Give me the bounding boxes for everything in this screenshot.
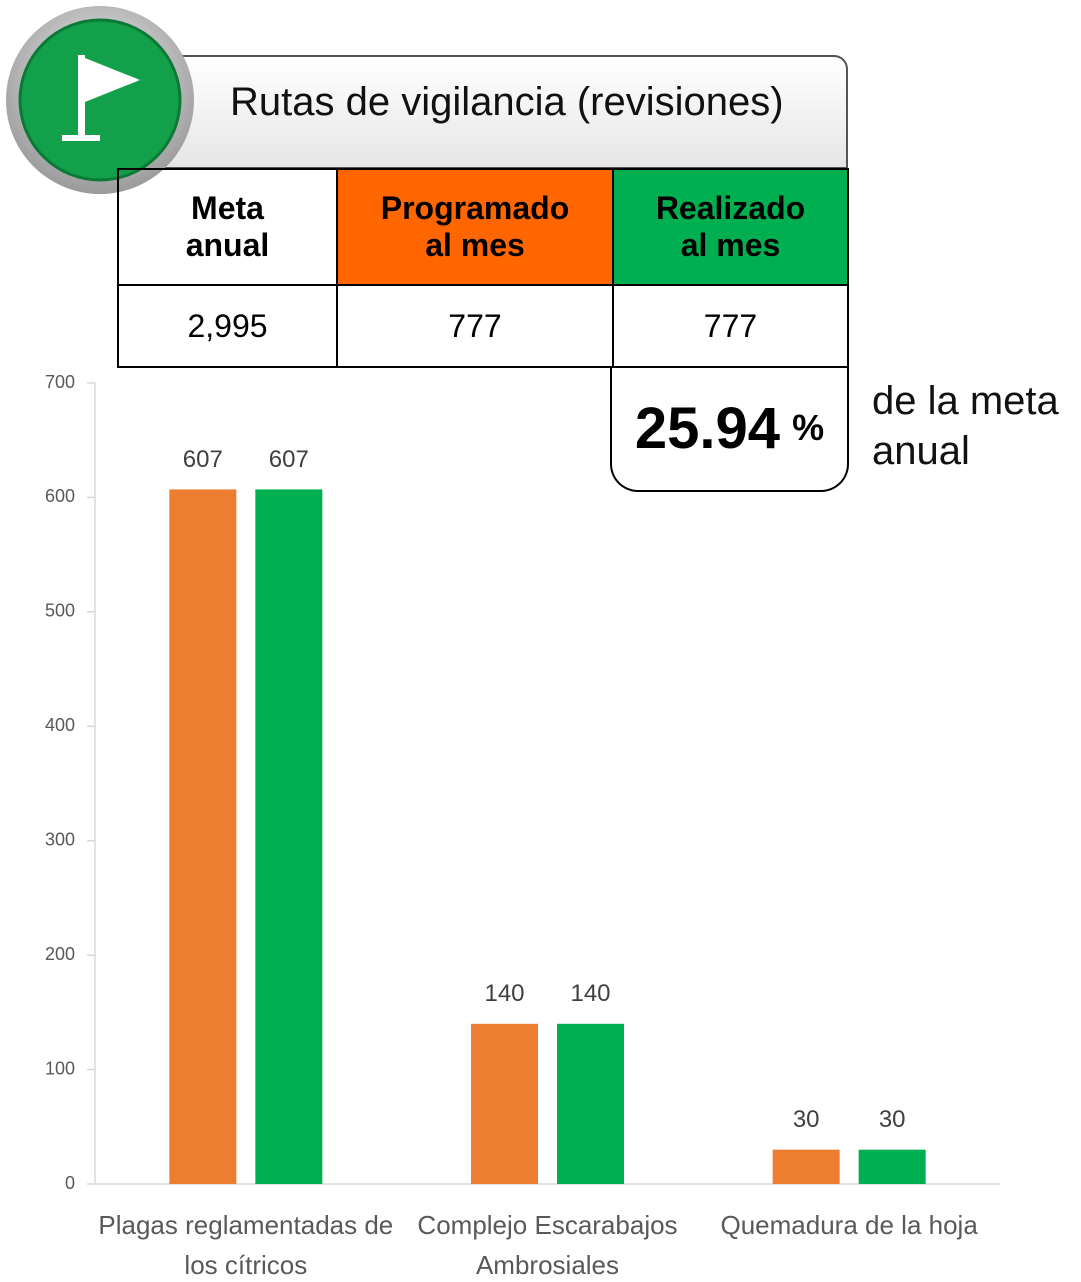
flag-icon [6, 6, 194, 194]
y-tick-label: 600 [45, 486, 75, 506]
bar [557, 1023, 624, 1184]
data-label: 607 [183, 446, 223, 473]
data-label: 607 [269, 446, 309, 473]
x-tick-label: Quemadura de la hoja [720, 1210, 978, 1240]
percent-value: 25.94 [634, 395, 781, 461]
bar [169, 489, 237, 1184]
bar [858, 1149, 926, 1184]
data-label: 140 [484, 980, 524, 1007]
title: Rutas de vigilancia (revisiones) [230, 80, 784, 124]
x-tick-label: Complejo Escarabajos Ambrosiales [417, 1210, 678, 1280]
y-tick-label: 100 [45, 1058, 75, 1078]
y-tick-label: 500 [45, 601, 75, 621]
data-label: 30 [879, 1106, 906, 1133]
bar [471, 1023, 538, 1184]
percent-unit: % [792, 407, 825, 448]
y-tick-label: 300 [45, 829, 75, 849]
title-box [150, 55, 848, 169]
data-label: 140 [570, 980, 610, 1007]
bar [255, 489, 323, 1184]
x-tick-label: Plagas reglamentadas de los cítricos [98, 1210, 394, 1280]
header-cell: Realizado al mes [612, 168, 849, 286]
percent-box: 25.94 % [610, 366, 849, 492]
bar [772, 1149, 840, 1184]
y-tick-label: 200 [45, 944, 75, 964]
value-cell: 777 [612, 284, 849, 368]
y-tick-label: 700 [45, 372, 75, 392]
data-label: 30 [793, 1106, 820, 1133]
y-tick-label: 400 [45, 715, 75, 735]
y-tick-label: 0 [65, 1173, 75, 1193]
percent-caption: de la meta anual [872, 379, 1059, 473]
